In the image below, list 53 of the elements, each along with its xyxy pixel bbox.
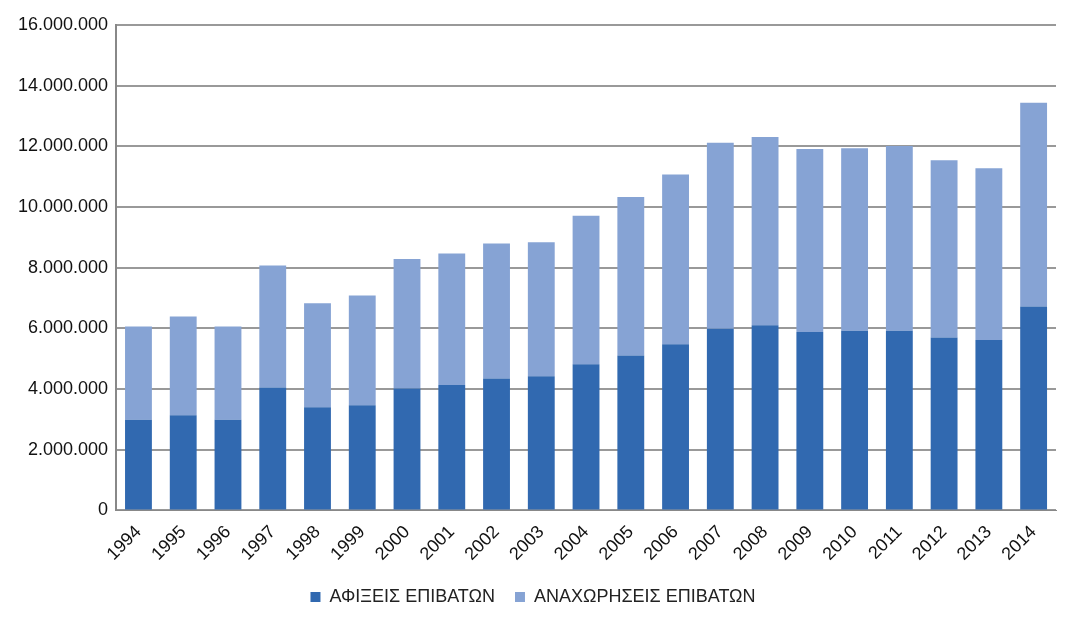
bar [259, 265, 287, 388]
bar [841, 330, 869, 510]
bar [125, 419, 152, 510]
bar [617, 355, 645, 510]
bar [930, 160, 958, 338]
bar [885, 146, 913, 331]
bar [214, 419, 242, 510]
y-tick-label: 6.000.000 [28, 317, 109, 338]
bar [617, 197, 645, 356]
y-tick-label: 0 [98, 499, 109, 520]
bar [393, 388, 421, 510]
bar [796, 149, 824, 333]
bar [304, 407, 331, 510]
bar [214, 326, 242, 420]
bar [751, 136, 779, 326]
bar [125, 326, 152, 420]
bar [885, 330, 913, 510]
bar [975, 339, 1003, 510]
bar [393, 258, 421, 389]
y-tick-label: 12.000.000 [17, 135, 109, 156]
bar [169, 415, 197, 510]
bar [751, 325, 779, 510]
bar [348, 405, 376, 510]
bar [572, 215, 600, 365]
bar [304, 303, 331, 408]
y-tick-label: 8.000.000 [28, 256, 109, 277]
bar [1020, 102, 1048, 307]
y-tick-label: 14.000.000 [17, 74, 109, 95]
legend-label: ΑΦΙΞΕΙΣ ΕΠΙΒΑΤΩΝ [329, 585, 495, 606]
bar [259, 387, 287, 510]
bar [348, 295, 376, 406]
bar [572, 364, 600, 510]
bar [483, 378, 510, 510]
bar [527, 242, 555, 377]
bar [662, 344, 689, 510]
bar [438, 253, 466, 386]
y-tick-label: 2.000.000 [28, 438, 109, 459]
bar [438, 385, 466, 510]
bar [527, 376, 555, 510]
y-tick-label: 16.000.000 [17, 13, 109, 34]
bar [483, 243, 510, 379]
y-tick-label: 4.000.000 [28, 378, 109, 399]
bar [662, 174, 689, 345]
bar [975, 168, 1003, 340]
bar [1020, 306, 1048, 510]
y-tick-label: 10.000.000 [17, 196, 109, 216]
bar [930, 337, 958, 510]
bar [796, 332, 824, 510]
bar [706, 328, 734, 510]
bar [841, 148, 869, 331]
bar [706, 142, 734, 329]
bar [169, 316, 197, 416]
legend-label: ΑΝΑΧΩΡΗΣΕΙΣ ΕΠΙΒΑΤΩΝ [533, 585, 756, 606]
